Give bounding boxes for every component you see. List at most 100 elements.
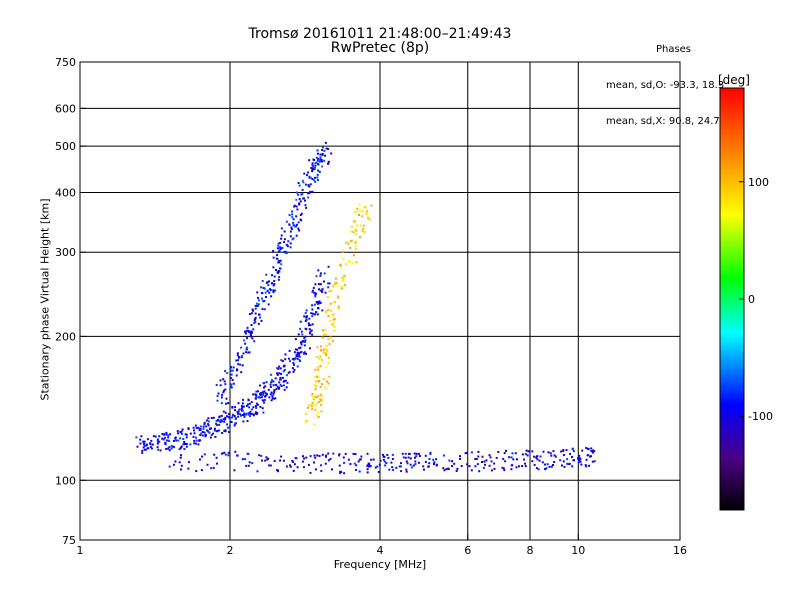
data-point [261,407,264,410]
data-point [262,399,265,402]
data-point [280,263,283,266]
data-point [442,467,445,470]
data-point [255,396,258,398]
data-point [569,452,572,455]
data-point [319,364,322,367]
data-point [273,283,276,285]
data-point [362,210,364,213]
data-point [213,453,216,456]
data-point [293,363,295,366]
data-point [244,342,247,345]
data-point [554,455,557,458]
data-point [304,199,306,202]
data-point [387,456,390,459]
colorbar: [deg] 100 0 -100 [718,73,773,511]
data-point [285,243,288,246]
data-point [229,384,232,387]
data-point [273,391,276,394]
data-point [322,348,325,351]
data-point [276,247,279,250]
data-point [273,280,276,282]
data-point [366,468,369,471]
data-point [233,424,236,427]
data-point [413,452,416,455]
data-point [352,220,355,222]
data-point [226,423,228,426]
data-point [170,444,173,447]
data-point [287,371,290,374]
data-point [321,165,324,168]
data-point [260,454,263,457]
data-point [185,433,188,436]
data-point [315,414,318,417]
data-point [543,463,546,466]
data-point [465,451,468,454]
data-point [168,449,171,452]
data-point [251,413,254,416]
data-point [339,472,342,475]
data-point [152,435,155,438]
data-point [261,308,264,311]
data-point [341,250,344,253]
data-point [338,454,341,457]
data-point [235,359,238,362]
data-point [249,410,252,413]
data-point [248,351,251,354]
data-point [304,204,307,207]
data-point [174,460,177,463]
data-point [354,228,357,231]
data-point [524,453,527,456]
data-point [227,454,230,457]
data-point [293,368,296,371]
data-point [266,393,268,396]
data-point [495,456,498,459]
colorbar-label: [deg] [718,73,750,87]
data-point [304,183,307,186]
data-point [338,464,341,467]
data-point [337,307,340,310]
data-point [265,296,267,298]
data-point [336,295,339,298]
data-point [308,317,311,320]
data-point [283,241,285,244]
data-point [182,443,185,446]
data-point [308,324,310,327]
data-point [300,350,303,353]
data-point [317,157,320,160]
data-point [232,366,235,369]
data-point [378,463,381,466]
data-point [287,240,290,243]
data-point [303,315,306,318]
data-point [268,464,270,467]
data-point [398,465,401,468]
data-point [370,204,373,207]
data-point [343,461,346,464]
data-point [326,351,329,354]
data-point [230,421,233,423]
data-point [563,465,566,468]
data-point [165,447,168,450]
data-point [432,458,435,461]
data-point [156,440,159,443]
data-point [176,430,179,433]
data-point [277,250,280,253]
y-tick-label: 75 [62,534,76,547]
phase-stats: Phases mean, sd,O: -93.3, 18.3 mean, sd,… [606,20,741,140]
data-point [320,349,322,352]
data-point [180,432,183,435]
data-point [579,458,582,461]
data-point [294,338,297,341]
data-point [510,464,513,467]
data-point [369,465,372,468]
data-point [577,457,579,460]
data-point [313,291,316,294]
data-point [391,466,394,469]
data-point [295,225,297,228]
data-point [230,369,233,372]
data-point [590,450,593,452]
data-point [299,200,302,203]
data-point [180,468,182,471]
data-point [283,388,286,391]
data-point [504,460,507,463]
data-point [309,330,312,333]
